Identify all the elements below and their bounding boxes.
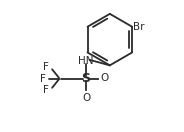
- Text: O: O: [82, 93, 90, 103]
- Text: F: F: [43, 85, 49, 95]
- Text: F: F: [40, 74, 46, 84]
- Text: Br: Br: [133, 22, 145, 32]
- Text: S: S: [82, 72, 91, 85]
- Text: HN: HN: [78, 56, 94, 66]
- Text: O: O: [100, 73, 108, 83]
- Text: F: F: [43, 62, 49, 72]
